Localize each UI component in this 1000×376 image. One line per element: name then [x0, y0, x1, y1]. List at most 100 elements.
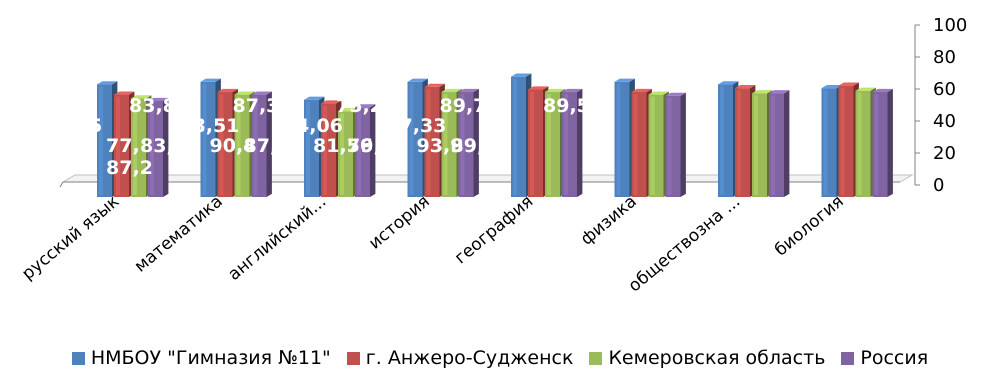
data-label: 87,2 [106, 157, 153, 179]
bar-side [473, 88, 479, 197]
legend-swatch [71, 351, 85, 365]
bar-top [665, 92, 686, 96]
legend-item: Кемеровская область [589, 347, 825, 369]
bar-highlight [99, 86, 103, 195]
bar-top [648, 91, 669, 95]
bar-top [321, 100, 342, 104]
data-label: 93,9 [417, 135, 464, 157]
bar-highlight [150, 103, 154, 195]
bar-side [784, 90, 790, 197]
data-label: 8,51 [193, 115, 240, 137]
bar-top [217, 88, 238, 93]
data-label: 90,4 [210, 135, 257, 157]
data-label: 7,33 [400, 115, 447, 137]
bar-highlight [616, 83, 621, 195]
legend-swatch [346, 351, 360, 365]
bar-top [424, 83, 445, 87]
bar-top [545, 88, 566, 93]
bar-highlight [771, 95, 775, 195]
bar-highlight [530, 91, 534, 195]
bar-highlight [409, 83, 414, 195]
bar-highlight [564, 94, 568, 195]
chart: 0 20 40 60 80 100 русский язык математикаанглий… [18, 15, 967, 297]
bar-top [562, 88, 583, 93]
bar-highlight [357, 109, 361, 195]
bar-top [528, 86, 549, 90]
bar-top [735, 85, 756, 89]
bar-side [163, 97, 169, 197]
legend-item: Россия [841, 347, 928, 369]
data-label: 75,2 [336, 95, 383, 117]
data-label: 89,57 [543, 95, 603, 117]
bar-highlight [219, 94, 224, 195]
bar-highlight [513, 78, 517, 195]
bar-top [769, 90, 790, 94]
bar-top [872, 88, 893, 93]
bar-highlight [253, 96, 258, 195]
bar-top [131, 95, 152, 99]
data-label: 83, [140, 135, 174, 157]
bar-top [251, 91, 272, 95]
bar-top [458, 88, 479, 93]
bar-top [355, 104, 376, 108]
data-label: 87,31 [233, 95, 293, 117]
bar-top [234, 91, 255, 95]
bar-highlight [306, 101, 310, 195]
y-tick-label: 0 [933, 175, 944, 196]
bar-highlight [443, 94, 448, 195]
bar-highlight [720, 86, 724, 195]
bar-highlight [857, 92, 862, 195]
bar-top [821, 85, 842, 89]
category-label: биология [771, 192, 848, 261]
data-label: 79,4 [347, 135, 394, 157]
bar-highlight [737, 90, 741, 195]
legend: НМБОУ "Гимназия №11" г. Анжеро-Судженск Ке… [0, 343, 1000, 373]
bar-side [680, 92, 686, 197]
category-label: английский... [224, 192, 330, 285]
legend-swatch [589, 351, 603, 365]
data-label: 77, [106, 135, 140, 157]
legend-swatch [841, 351, 855, 365]
y-tick-label: 40 [933, 111, 956, 132]
x-tick-mark [59, 181, 64, 188]
bar-side [887, 88, 893, 197]
data-label: 87, [244, 135, 278, 157]
bar-highlight [340, 113, 344, 195]
bar-top [631, 88, 652, 93]
y-tick-label: 60 [933, 79, 956, 100]
legend-label: НМБОУ "Гимназия №11" [90, 347, 331, 369]
bar-top [855, 87, 876, 91]
bar-top [338, 108, 359, 112]
bar-side [577, 88, 583, 197]
y-tick-label: 100 [933, 15, 967, 36]
bar-highlight [236, 96, 241, 195]
bar-top [114, 91, 135, 95]
bar-highlight [823, 90, 828, 195]
category-label: математика [131, 192, 227, 277]
bar-highlight [874, 94, 879, 195]
bar-top [441, 88, 462, 93]
bar-top [200, 78, 221, 82]
y-tick-label: 20 [933, 143, 956, 164]
bar-highlight [667, 97, 672, 195]
bar-top [838, 82, 859, 86]
legend-label: г. Анжеро-Судженск [365, 347, 574, 369]
category-label: история [365, 192, 434, 254]
category-label: обществозна ... [625, 192, 745, 297]
bar-top [511, 73, 532, 77]
bar-highlight [202, 83, 207, 195]
bar-top [752, 90, 773, 94]
data-label: 4,06 [296, 115, 343, 137]
legend-item: г. Анжеро-Судженск [346, 347, 574, 369]
bar-top [614, 78, 635, 82]
bar-side [266, 91, 272, 197]
bar-highlight [133, 100, 137, 195]
bar-side [370, 104, 376, 197]
legend-label: Россия [860, 347, 929, 369]
data-label: 83,8 [129, 95, 176, 117]
bar-highlight [323, 105, 327, 195]
bar-top [304, 96, 325, 100]
data-label: 5 [89, 115, 102, 137]
data-label: 89,3 [451, 135, 498, 157]
data-label: 89,7 [440, 95, 487, 117]
